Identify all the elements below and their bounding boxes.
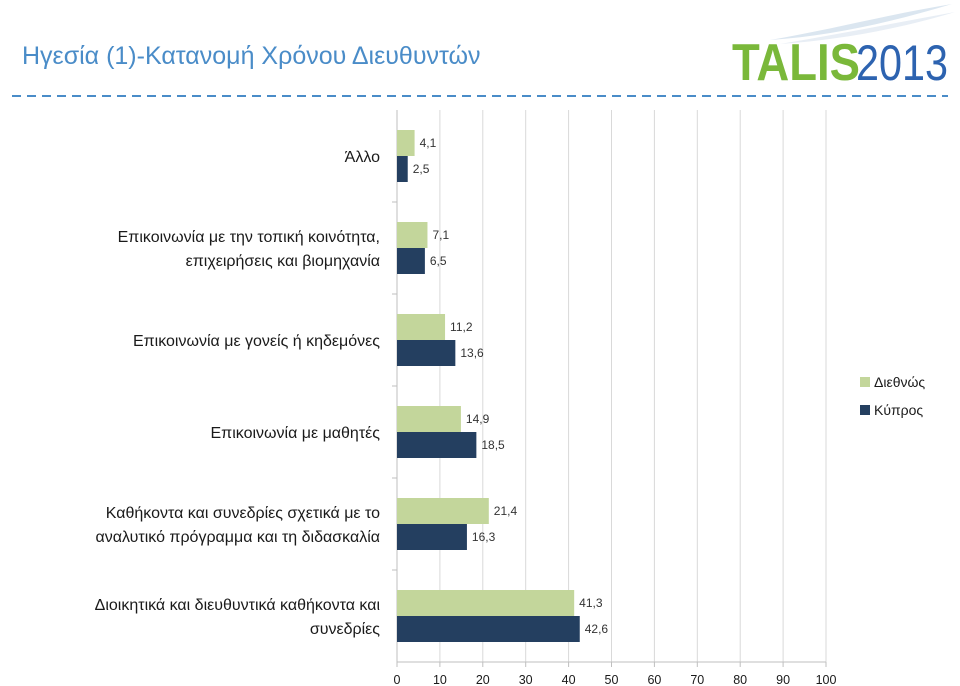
bar-cyprus (397, 616, 580, 642)
bar-cyprus (397, 524, 467, 550)
x-tick-label: 100 (816, 673, 837, 686)
bar-international (397, 222, 428, 248)
bar-chart: 0 10 20 30 40 50 60 70 80 90 100 Άλλο 4,1 2,5 Επικοινω… (95, 110, 837, 686)
category-label: συνεδρίες (310, 621, 380, 638)
x-tick-label: 60 (647, 673, 661, 686)
data-label: 18,5 (481, 438, 505, 452)
x-tick-label: 10 (433, 673, 447, 686)
data-label: 6,5 (430, 254, 447, 268)
bar-international (397, 498, 489, 524)
category-label: Καθήκοντα και συνεδρίες σχετικά με το (106, 505, 380, 522)
bar-cyprus (397, 156, 408, 182)
data-label: 7,1 (432, 228, 449, 242)
bar-international (397, 406, 461, 432)
data-label: 16,3 (472, 530, 496, 544)
data-label: 2,5 (413, 162, 430, 176)
bar-cyprus (397, 432, 477, 458)
legend-label-cyprus: Κύπρος (874, 402, 923, 418)
category-label: επιχειρήσεις και βιομηχανία (186, 253, 380, 270)
x-tick-label: 0 (394, 673, 401, 686)
logo-year-text: 2013 (856, 35, 948, 91)
x-tick-label: 50 (605, 673, 619, 686)
category-label: Επικοινωνία με μαθητές (211, 425, 381, 442)
data-label: 41,3 (579, 596, 603, 610)
data-label: 11,2 (450, 320, 473, 334)
logo-swoosh (770, 4, 955, 44)
bar-international (397, 130, 415, 156)
bar-international (397, 314, 446, 340)
x-tick-label: 70 (690, 673, 704, 686)
x-tick-label: 40 (562, 673, 576, 686)
data-label: 13,6 (460, 346, 484, 360)
talis-logo: TALIS 2013 (732, 4, 955, 92)
data-label: 42,6 (585, 622, 609, 636)
legend: Διεθνώς Κύπρος (860, 374, 925, 418)
legend-label-international: Διεθνώς (874, 374, 925, 390)
legend-swatch-cyprus (860, 405, 870, 415)
data-label: 21,4 (494, 504, 518, 518)
x-tick-label: 80 (733, 673, 747, 686)
bar-cyprus (397, 340, 456, 366)
category-label: Άλλο (345, 149, 380, 166)
category-label: Επικοινωνία με γονείς ή κηδεμόνες (133, 333, 380, 350)
legend-swatch-international (860, 377, 870, 387)
bar-cyprus (397, 248, 425, 274)
bar-international (397, 590, 575, 616)
x-tick-label: 30 (519, 673, 533, 686)
x-tick-label: 90 (776, 673, 790, 686)
slide-title: Ηγεσία (1)-Κατανομή Χρόνου Διευθυντών (22, 42, 481, 70)
category-label: Διοικητικά και διευθυντικά καθήκοντα και (95, 597, 381, 614)
data-label: 14,9 (466, 412, 490, 426)
category-label: αναλυτικό πρόγραμμα και τη διδασκαλία (96, 529, 380, 546)
x-tick-label: 20 (476, 673, 490, 686)
category-label: Επικοινωνία με την τοπική κοινότητα, (118, 229, 380, 246)
logo-main-text: TALIS (732, 34, 860, 92)
data-label: 4,1 (420, 136, 437, 150)
